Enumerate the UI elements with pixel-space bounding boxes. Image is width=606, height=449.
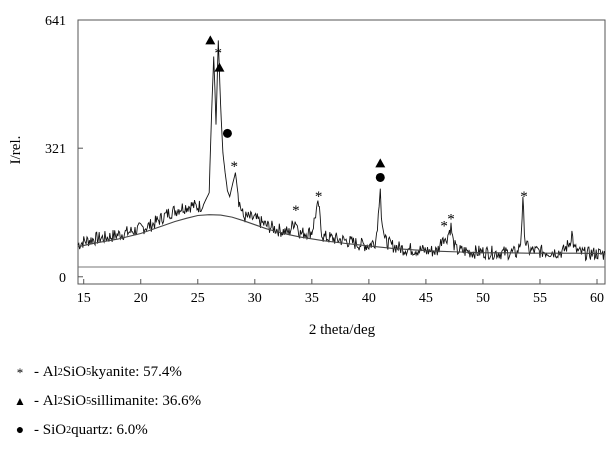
data-curves bbox=[77, 40, 606, 262]
axis-ticks: 15 20 25 30 35 40 45 50 55 60 641 321 0 bbox=[45, 14, 604, 306]
background-fit-line bbox=[77, 214, 606, 255]
quartz-peak-marker bbox=[375, 172, 385, 182]
y-tick-label: 0 bbox=[59, 271, 66, 286]
x-tick-label: 25 bbox=[191, 291, 205, 306]
diffraction-line bbox=[77, 40, 606, 262]
kyanite-peak-marker: * bbox=[440, 219, 448, 235]
kyanite-peak-marker: * bbox=[520, 189, 528, 205]
formula-al: Al bbox=[42, 364, 58, 380]
legend-dash: - bbox=[34, 422, 43, 438]
phase-legend: * - Al 2 SiO 5 kyanite: 57.4% ▲ - Al 2 SiO 5 s… bbox=[12, 358, 352, 445]
triangle-icon: ▲ bbox=[14, 394, 26, 408]
plot-frame bbox=[77, 19, 606, 285]
kyanite-peak-marker: * bbox=[447, 211, 455, 227]
kyanite-peak-marker: * bbox=[315, 189, 323, 205]
asterisk-icon: * bbox=[16, 364, 24, 380]
x-tick-label: 40 bbox=[362, 291, 376, 306]
legend-text-quartz: quartz: 6.0% bbox=[71, 422, 148, 438]
x-tick-label: 45 bbox=[419, 291, 433, 306]
x-tick-label: 55 bbox=[533, 291, 547, 306]
sillimanite-peak-marker bbox=[375, 158, 386, 168]
x-tick-label: 50 bbox=[476, 291, 490, 306]
formula-sio: SiO bbox=[62, 393, 87, 409]
circle-icon: ● bbox=[15, 422, 25, 438]
formula-sio: SiO bbox=[42, 422, 67, 438]
formula-al: Al bbox=[42, 393, 58, 409]
y-tick-label: 321 bbox=[45, 142, 66, 157]
x-tick-label: 15 bbox=[77, 291, 91, 306]
legend-item-kyanite: * - Al 2 SiO 5 kyanite: 57.4% bbox=[12, 358, 352, 387]
legend-dash: - bbox=[34, 393, 43, 409]
x-tick-label: 35 bbox=[305, 291, 319, 306]
kyanite-peak-marker: * bbox=[292, 203, 300, 219]
x-tick-label: 30 bbox=[248, 291, 262, 306]
formula-sio: SiO bbox=[62, 364, 87, 380]
sillimanite-peak-marker bbox=[205, 35, 216, 45]
sillimanite-peak-marker bbox=[214, 62, 225, 72]
legend-text-kyanite: kyanite: 57.4% bbox=[91, 364, 182, 380]
x-tick-label: 60 bbox=[590, 291, 604, 306]
legend-item-quartz: ● - SiO 2 quartz: 6.0% bbox=[12, 416, 352, 445]
legend-item-sillimanite: ▲ - Al 2 SiO 5 sillimanite: 36.6% bbox=[12, 387, 352, 416]
x-axis-label: 2 theta/deg bbox=[309, 322, 376, 338]
peak-markers: ***** ** bbox=[205, 35, 528, 235]
kyanite-peak-marker: * bbox=[215, 45, 223, 61]
legend-text-sillimanite: sillimanite: 36.6% bbox=[91, 393, 202, 409]
legend-dash: - bbox=[34, 364, 43, 380]
y-axis-label: I/rel. bbox=[8, 136, 24, 165]
quartz-peak-marker bbox=[222, 128, 232, 138]
x-tick-label: 20 bbox=[134, 291, 148, 306]
kyanite-peak-marker: * bbox=[231, 159, 239, 175]
y-tick-label: 641 bbox=[45, 14, 66, 29]
